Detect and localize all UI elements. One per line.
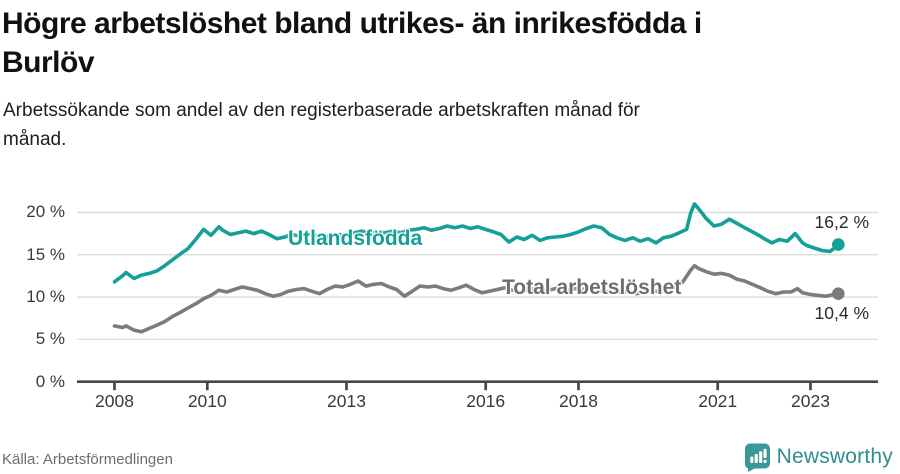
newsworthy-logo-icon	[744, 443, 770, 472]
x-tick-label: 2008	[95, 391, 134, 411]
x-tick-label: 2010	[187, 391, 227, 411]
x-tick-label: 2023	[791, 391, 830, 411]
title-line-2: Burlöv	[2, 46, 95, 79]
title-line-1: Högre arbetslöshet bland utrikes- än inr…	[2, 7, 702, 40]
x-tick-label: 2018	[559, 391, 598, 411]
end-value-total-arbetsloshet: 10,4 %	[814, 303, 869, 323]
subtitle-line-1: Arbetssökande som andel av den registerb…	[3, 100, 640, 121]
series-line-total-arbetsl-shet	[112, 263, 841, 334]
y-tick-label: 20 %	[26, 202, 65, 222]
series-line-utlandsf-dda	[112, 202, 841, 284]
x-tick-label: 2013	[327, 391, 366, 411]
source-note: Källa: Arbetsförmedlingen	[2, 451, 173, 468]
series-label-total-arbetsloshet: Total arbetslöshet	[502, 276, 682, 299]
subtitle-line-2: månad.	[3, 129, 67, 150]
y-tick-label: 10 %	[26, 287, 65, 307]
series-label-utlandsfodda: Utlandsfödda	[288, 227, 423, 250]
x-tick-label: 2016	[466, 391, 506, 411]
newsworthy-logo: Newsworthy	[744, 443, 893, 472]
x-tick-label: 2021	[698, 391, 738, 411]
y-tick-label: 0 %	[35, 371, 65, 391]
newsworthy-logo-text: Newsworthy	[776, 445, 893, 468]
page-title: Högre arbetslöshet bland utrikes- än inr…	[2, 4, 702, 82]
chart-subtitle: Arbetssökande som andel av den registerb…	[3, 96, 640, 154]
series-end-dot	[832, 238, 845, 251]
y-tick-label: 5 %	[35, 329, 65, 349]
series-end-dot	[832, 287, 845, 301]
end-value-utlandsfodda: 16,2 %	[814, 212, 869, 232]
y-tick-label: 15 %	[26, 244, 65, 264]
